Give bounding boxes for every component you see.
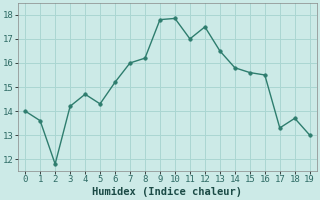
X-axis label: Humidex (Indice chaleur): Humidex (Indice chaleur) bbox=[92, 187, 243, 197]
